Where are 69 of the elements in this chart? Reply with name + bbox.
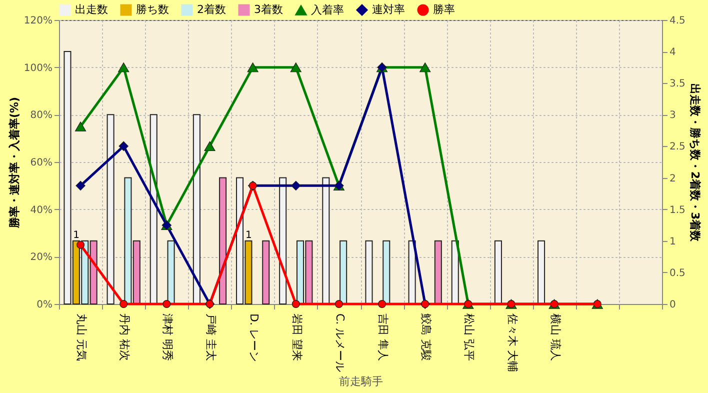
y2-tick-label: 3 xyxy=(670,110,676,122)
x-tick-label: 佐々木 大輔 xyxy=(506,314,519,372)
x-tick-label: 津村 明秀 xyxy=(161,314,174,361)
y2-tick-label: 0 xyxy=(670,300,676,310)
bar xyxy=(106,114,114,304)
legend-label: 勝率 xyxy=(433,3,455,16)
x-tick-label: 吉田 隼人 xyxy=(376,314,390,361)
legend-label: 出走数 xyxy=(75,3,108,16)
y2-tick-label: 1.5 xyxy=(670,204,686,216)
data-label: 1 xyxy=(73,230,80,241)
x-tick-label: C. ルメール xyxy=(333,314,346,372)
point xyxy=(204,141,216,151)
y-axis-title: 勝率・連対率・入着率(%) xyxy=(8,96,21,230)
legend-label: 2着数 xyxy=(197,3,226,16)
point xyxy=(420,62,431,72)
y-tick-label: 120% xyxy=(24,16,52,26)
y-tick-label: 40% xyxy=(30,204,52,216)
bar xyxy=(365,240,373,304)
point xyxy=(290,62,302,72)
y2-tick-label: 3.5 xyxy=(670,78,686,90)
x-tick-label: 岩田 望来 xyxy=(290,314,304,361)
y2-tick-label: 4.5 xyxy=(670,16,686,26)
point xyxy=(162,300,171,308)
legend-label: 連対率 xyxy=(372,3,405,16)
bar xyxy=(434,240,442,304)
point xyxy=(292,300,300,308)
point xyxy=(247,62,258,72)
x-tick-label: 松山 弘平 xyxy=(462,314,476,361)
point xyxy=(118,141,128,151)
x-tick-label: 戸崎 圭太 xyxy=(204,314,218,361)
legend-label: 勝ち数 xyxy=(136,3,169,16)
bar xyxy=(538,240,546,304)
point xyxy=(291,180,301,191)
point xyxy=(334,300,343,308)
x-tick-label: D. レーン xyxy=(247,314,260,362)
x-tick-label: 鮫島 克駿 xyxy=(420,314,433,361)
y-tick-label: 0% xyxy=(36,300,52,310)
point xyxy=(378,300,386,308)
y-tick-label: 20% xyxy=(30,252,52,264)
y2-tick-label: 0.5 xyxy=(670,268,686,279)
y2-tick-label: 4 xyxy=(670,47,676,58)
y2-tick-label: 2.5 xyxy=(670,142,686,153)
legend-label: 3着数 xyxy=(254,3,283,16)
bar xyxy=(219,177,227,304)
bar xyxy=(322,177,330,304)
bar xyxy=(192,114,200,304)
bar xyxy=(279,177,287,304)
point xyxy=(74,122,86,132)
bar xyxy=(494,240,502,304)
point xyxy=(76,180,86,191)
y2-tick-label: 1 xyxy=(670,236,676,248)
bar xyxy=(262,240,270,304)
bar xyxy=(451,240,459,304)
x-axis-title: 前走騎手 xyxy=(339,375,383,388)
y-tick-label: 100% xyxy=(24,62,52,74)
x-tick-label: 丸山 元気 xyxy=(75,314,88,361)
y-tick-label: 60% xyxy=(30,158,52,168)
y-tick-label: 80% xyxy=(30,110,52,122)
y2-tick-label: 2 xyxy=(670,173,676,184)
data-label: 1 xyxy=(245,230,252,241)
x-tick-label: 丹内 祐次 xyxy=(118,314,132,361)
point xyxy=(76,240,85,249)
legend-label: 入着率 xyxy=(311,3,344,16)
bar xyxy=(150,114,158,304)
point xyxy=(120,300,128,308)
bar xyxy=(408,240,416,304)
x-tick-label: 横山 琉人 xyxy=(548,314,562,361)
point xyxy=(118,62,130,72)
y2-axis-title: 出走数・勝ち数・2着数・3着数 xyxy=(688,83,702,243)
